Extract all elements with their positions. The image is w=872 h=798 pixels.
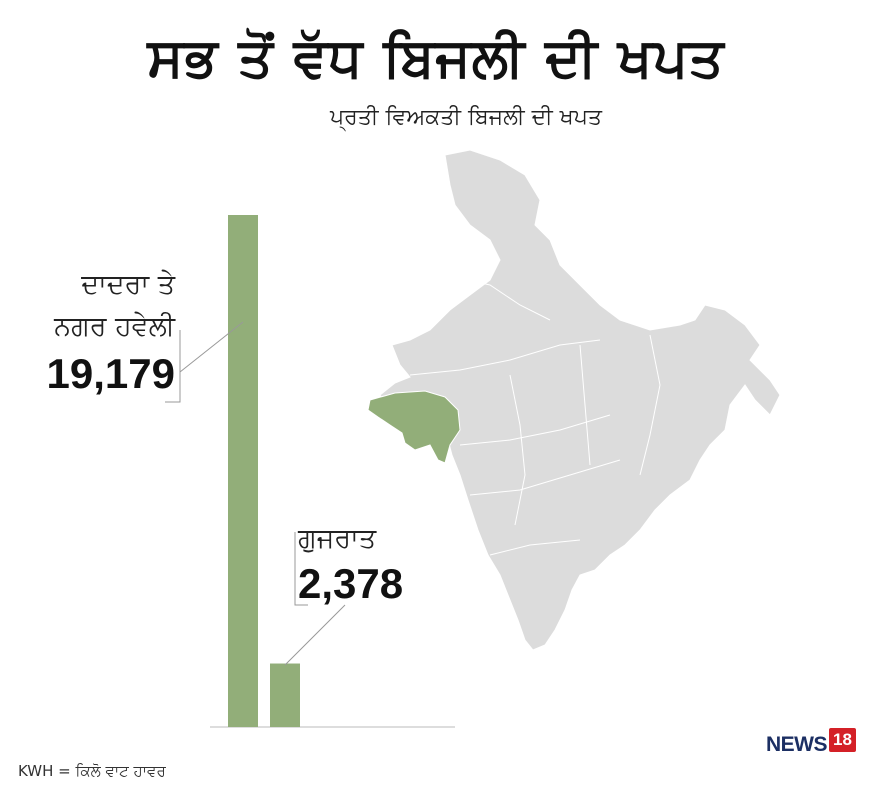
- category-label-dnh-line2: ਨਗਰ ਹਵੇਲੀ: [54, 311, 175, 342]
- category-label-gujarat: ਗੁਜਰਾਤ: [298, 523, 377, 554]
- chart-subtitle: ਪ੍ਰਤੀ ਵਿਅਕਤੀ ਬਿਜਲੀ ਦੀ ਖਪਤ: [329, 105, 603, 130]
- category-label-dnh-line1: ਦਾਦਰਾ ਤੇ: [81, 269, 175, 300]
- leader-bracket-dnh: [165, 330, 181, 403]
- bar-gujarat: [270, 663, 300, 727]
- map-borders: [409, 274, 661, 556]
- leader-line-dnh: [179, 321, 244, 373]
- chart-title: ਸਭ ਤੋਂ ਵੱਧ ਬਿਜਲੀ ਦੀ ਖਪਤ: [147, 26, 725, 89]
- value-label-dnh: 19,179: [46, 350, 175, 397]
- value-label-gujarat: 2,378: [298, 560, 404, 607]
- leader-line-gujarat: [284, 604, 346, 666]
- logo-word: NEWS: [766, 733, 828, 756]
- logo-number: 18: [829, 728, 856, 752]
- india-map: [367, 149, 781, 651]
- news18-logo: NEWS 18: [766, 728, 856, 762]
- leader-bracket-gujarat: [294, 532, 308, 606]
- bar-dadra-nagar-haveli: [228, 215, 258, 727]
- map-mainland: [379, 149, 781, 651]
- footnote: KWH = ਕਿਲੋ ਵਾਟ ਹਾਵਰ: [18, 762, 166, 780]
- map-northeast: [700, 343, 735, 373]
- map-highlight-gujarat: [367, 390, 461, 464]
